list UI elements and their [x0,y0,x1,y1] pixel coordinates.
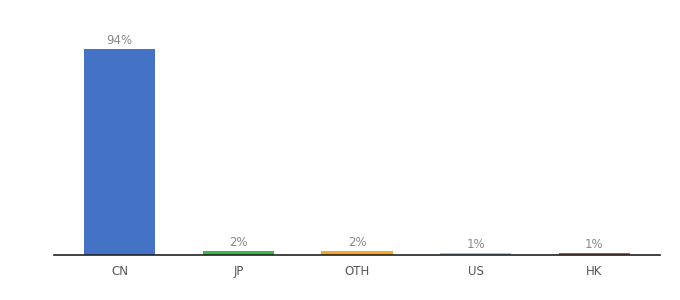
Bar [440,253,511,255]
Text: 94%: 94% [107,34,133,47]
Text: 2%: 2% [229,236,248,249]
Text: 1%: 1% [585,238,604,251]
Bar [322,250,392,255]
Text: 2%: 2% [347,236,367,249]
Text: 1%: 1% [466,238,485,251]
Bar [84,49,155,255]
Bar [203,250,274,255]
Bar [559,253,630,255]
